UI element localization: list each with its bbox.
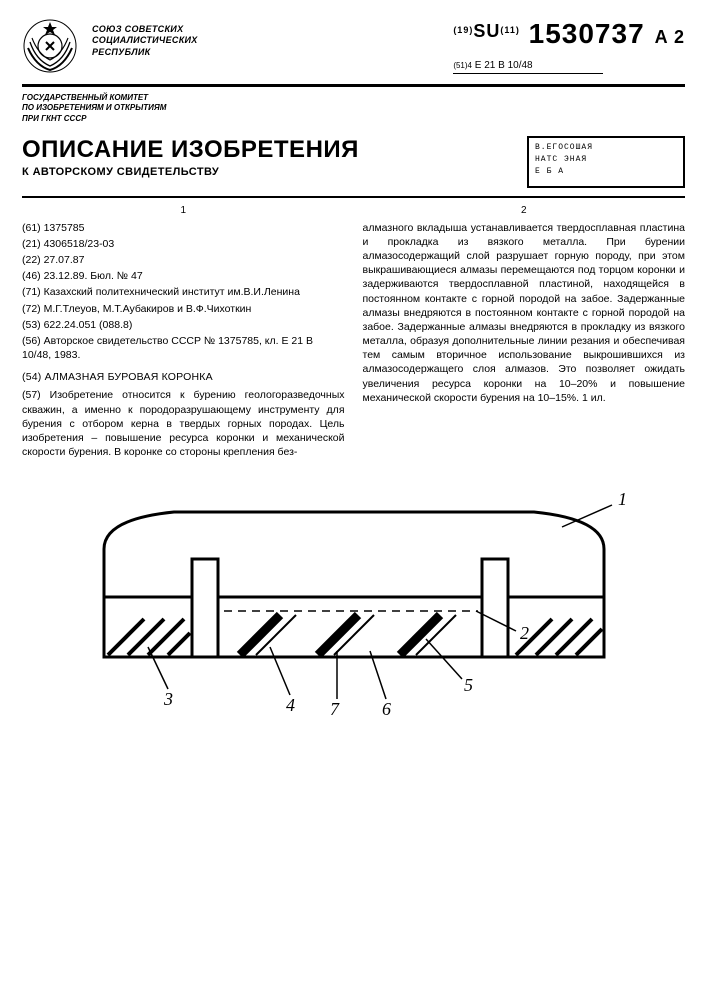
library-stamp: В.ЕГОСОШАЯ НАТС ЭНАЯ Е Б А — [527, 136, 685, 188]
abstract-text: (57) Изобретение относится к бурению гео… — [22, 388, 345, 459]
abstract-text: алмазного вкладыша устанавливается тверд… — [363, 221, 686, 405]
svg-text:2: 2 — [520, 623, 529, 643]
document-title: ОПИСАНИЕ ИЗОБРЕТЕНИЯ — [22, 136, 517, 164]
svg-text:5: 5 — [464, 675, 473, 695]
svg-text:4: 4 — [286, 695, 295, 715]
body-columns: 1 (61) 1375785 (21) 4306518/23-03 (22) 2… — [22, 204, 685, 459]
divider — [22, 196, 685, 198]
state-emblem — [22, 18, 78, 74]
pubnum-block: (19)SU(11) 1530737A 2 (51)4 E 21 B 10/48 — [453, 18, 685, 74]
svg-text:3: 3 — [163, 689, 173, 709]
svg-text:1: 1 — [618, 489, 627, 509]
committee-label: ГОСУДАРСТВЕННЫЙ КОМИТЕТ ПО ИЗОБРЕТЕНИЯМ … — [22, 93, 242, 124]
union-label: СОЮЗ СОВЕТСКИХ СОЦИАЛИСТИЧЕСКИХ РЕСПУБЛИ… — [92, 18, 439, 58]
publication-number: (19)SU(11) 1530737A 2 — [453, 18, 685, 50]
svg-text:7: 7 — [330, 699, 340, 719]
column-number: 1 — [22, 204, 345, 218]
bibliographic-data: (61) 1375785 (21) 4306518/23-03 (22) 27.… — [22, 221, 345, 363]
figure: 1 2 3 4 7 6 5 — [22, 479, 685, 729]
ipc-classification: (51)4 E 21 B 10/48 — [453, 60, 603, 74]
document-subtitle: К АВТОРСКОМУ СВИДЕТЕЛЬСТВУ — [22, 166, 517, 178]
svg-text:6: 6 — [382, 699, 391, 719]
invention-title: (54) АЛМАЗНАЯ БУРОВАЯ КОРОНКА — [22, 370, 345, 384]
column-number: 2 — [363, 204, 686, 218]
header: СОЮЗ СОВЕТСКИХ СОЦИАЛИСТИЧЕСКИХ РЕСПУБЛИ… — [22, 18, 685, 87]
